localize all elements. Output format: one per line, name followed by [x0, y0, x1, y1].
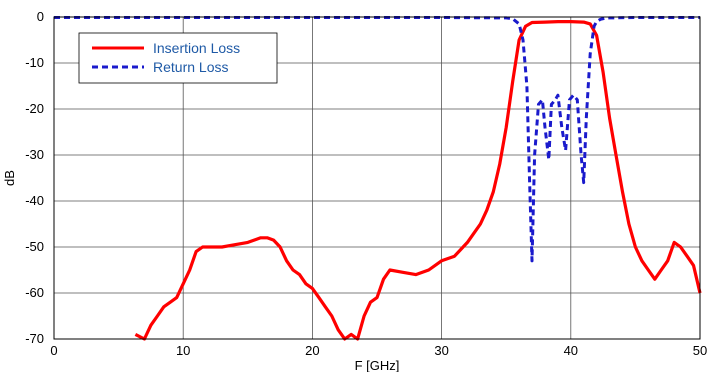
x-axis-label: F [GHz] — [355, 358, 400, 372]
y-tick-label: -10 — [25, 55, 44, 70]
x-tick-label: 10 — [176, 343, 190, 358]
x-tick-label: 40 — [564, 343, 578, 358]
x-tick-labels: 0 10 20 30 40 50 — [50, 343, 707, 358]
y-tick-label: -70 — [25, 331, 44, 346]
y-tick-label: -30 — [25, 147, 44, 162]
y-tick-label: -40 — [25, 193, 44, 208]
y-tick-labels: 0 -10 -20 -30 -40 -50 -60 -70 — [25, 9, 44, 346]
legend-label: Insertion Loss — [153, 40, 240, 56]
y-tick-label: -60 — [25, 285, 44, 300]
x-tick-label: 50 — [693, 343, 707, 358]
x-tick-label: 0 — [50, 343, 57, 358]
series-layer — [54, 16, 702, 341]
y-tick-label: 0 — [37, 9, 44, 24]
plot-frame — [53, 16, 701, 340]
y-tick-label: -50 — [25, 239, 44, 254]
x-tick-label: 30 — [434, 343, 448, 358]
x-tick-label: 20 — [305, 343, 319, 358]
y-axis-label: dB — [2, 170, 17, 186]
legend-label: Return Loss — [153, 59, 228, 75]
series-line-return-loss — [54, 16, 700, 263]
series-line-insertion-loss — [134, 20, 702, 341]
legend-box — [78, 32, 278, 84]
y-tick-label: -20 — [25, 101, 44, 116]
legend: Insertion Loss Return Loss — [78, 32, 278, 84]
